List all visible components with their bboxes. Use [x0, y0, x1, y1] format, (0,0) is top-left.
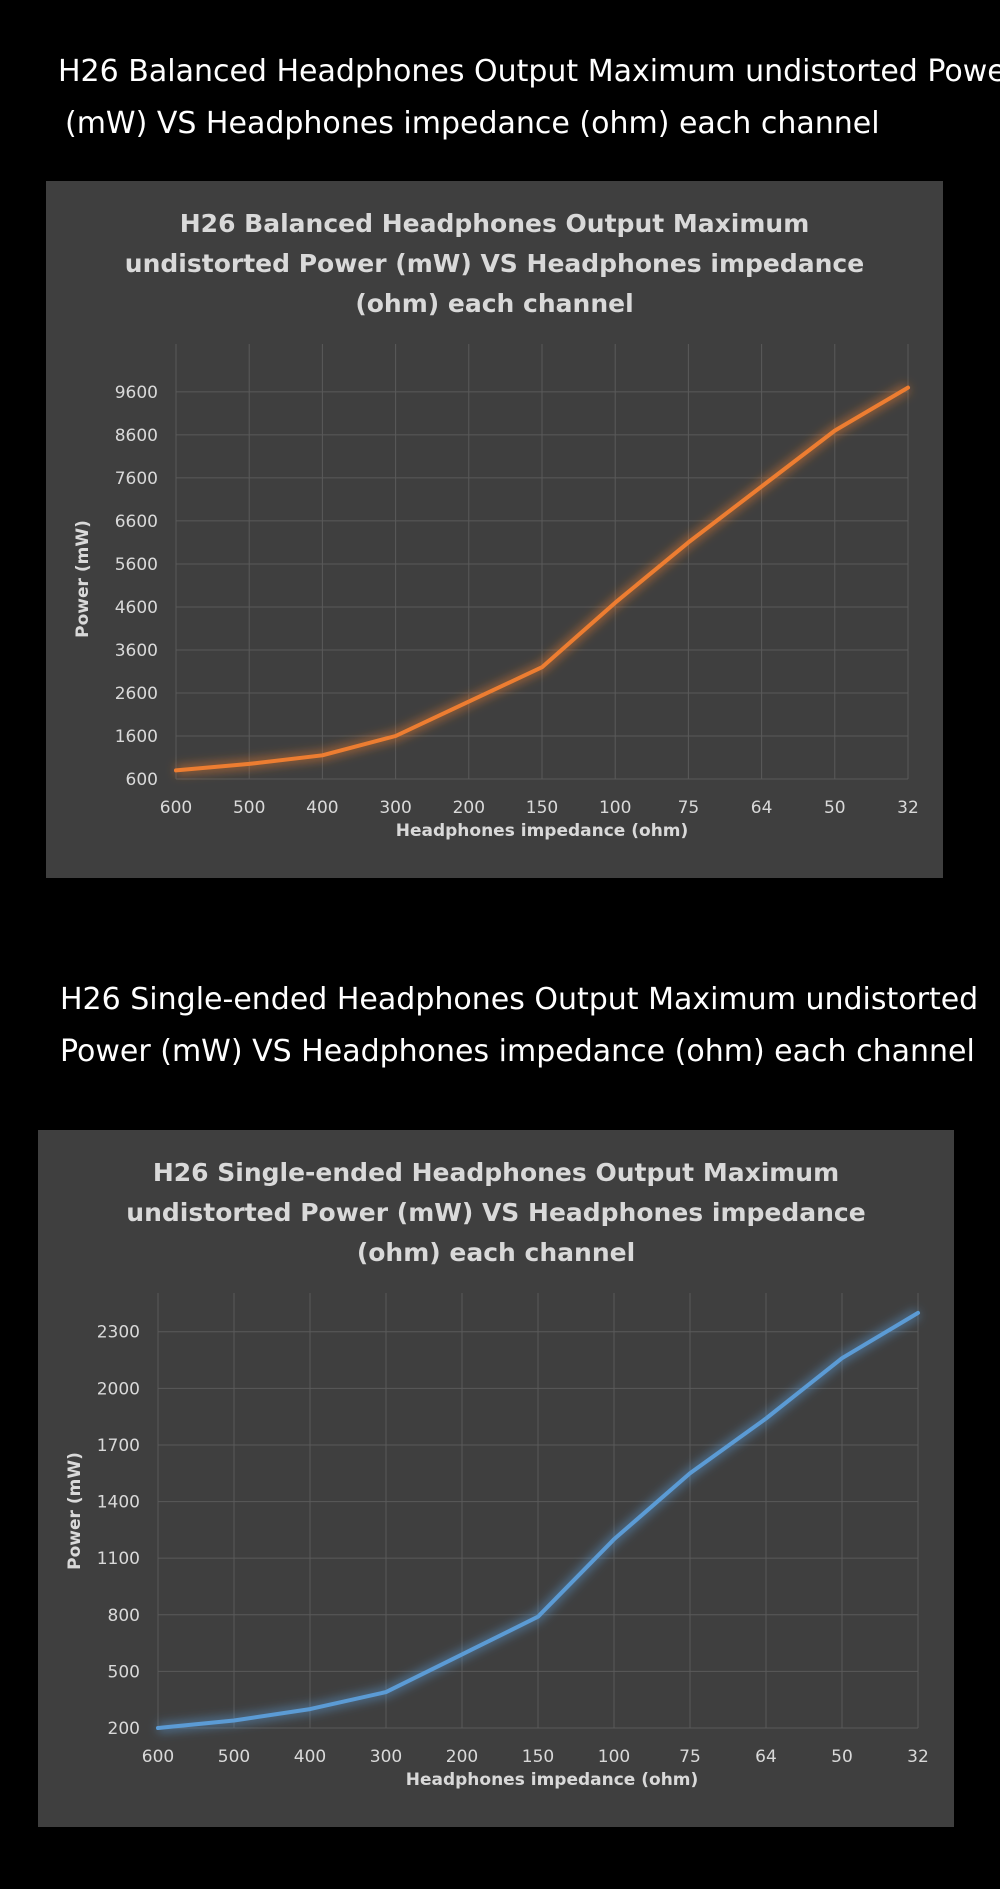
- data-point: [916, 1311, 920, 1315]
- chart-title-line: H26 Single-ended Headphones Output Maxim…: [152, 1158, 840, 1187]
- y-tick-label: 2600: [115, 684, 158, 704]
- x-tick-label: 300: [370, 1747, 402, 1767]
- heading-line: Power (mW) VS Headphones impedance (ohm)…: [60, 1034, 975, 1069]
- data-point: [247, 762, 251, 766]
- data-point: [613, 601, 617, 605]
- data-point: [688, 1471, 692, 1475]
- y-tick-label: 200: [108, 1719, 140, 1739]
- x-tick-label: 75: [679, 1747, 701, 1767]
- single-ended-plot-area: 200 500 800 1100 1400 1700 2000 2300 600 500 400 30…: [65, 1293, 929, 1790]
- y-tick-label: 1400: [97, 1493, 140, 1513]
- y-tick-label: 2300: [97, 1323, 140, 1343]
- data-point: [467, 700, 471, 704]
- x-tick-label: 500: [233, 798, 265, 818]
- y-tick-label: 4600: [115, 598, 158, 618]
- balanced-section-heading: H26 Balanced Headphones Output Maximum u…: [58, 46, 1000, 150]
- y-tick-label: 9600: [115, 383, 158, 403]
- balanced-power-chart: H26 Balanced Headphones Output Maximum u…: [46, 181, 943, 878]
- data-point: [833, 429, 837, 433]
- data-point: [536, 1615, 540, 1619]
- x-tick-label: 64: [751, 798, 773, 818]
- x-tick-label: 150: [526, 798, 558, 818]
- x-tick-label: 500: [218, 1747, 250, 1767]
- heading-line: H26 Balanced Headphones Output Maximum u…: [58, 54, 1000, 89]
- y-tick-label: 2000: [97, 1379, 140, 1399]
- data-point: [764, 1417, 768, 1421]
- x-tick-label: 400: [294, 1747, 326, 1767]
- y-axis-title: Power (mW): [73, 520, 93, 638]
- y-tick-label: 5600: [115, 555, 158, 575]
- y-tick-label: 3600: [115, 641, 158, 661]
- chart-title: H26 Single-ended Headphones Output Maxim…: [38, 1153, 954, 1273]
- data-point: [686, 540, 690, 544]
- series-line: [156, 1310, 920, 1730]
- y-axis-title: Power (mW): [65, 1452, 85, 1570]
- x-axis-title: Headphones impedance (ohm): [396, 821, 689, 841]
- data-point: [232, 1718, 236, 1722]
- single-ended-section-heading: H26 Single-ended Headphones Output Maxim…: [60, 974, 980, 1078]
- series-line: [174, 385, 910, 773]
- data-point: [156, 1726, 160, 1730]
- y-tick-label: 1600: [115, 727, 158, 747]
- x-tick-label: 200: [446, 1747, 478, 1767]
- chart-title-line: undistorted Power (mW) VS Headphones imp…: [126, 1198, 866, 1227]
- x-tick-label: 600: [160, 798, 192, 818]
- data-point: [760, 485, 764, 489]
- y-tick-label: 1100: [97, 1549, 140, 1569]
- chart-title: H26 Balanced Headphones Output Maximum u…: [46, 204, 943, 324]
- data-point: [384, 1690, 388, 1694]
- data-point: [460, 1652, 464, 1656]
- data-point: [840, 1356, 844, 1360]
- balanced-plot-area: 600 1600 2600 3600 4600 5600 6600 7600 8600 9600 6…: [73, 344, 919, 841]
- x-tick-label: 300: [379, 798, 411, 818]
- x-tick-label: 100: [599, 798, 631, 818]
- y-tick-label: 7600: [115, 469, 158, 489]
- y-tick-label: 800: [108, 1606, 140, 1626]
- data-point: [612, 1537, 616, 1541]
- x-tick-label: 600: [142, 1747, 174, 1767]
- data-point: [394, 734, 398, 738]
- x-tick-label: 32: [907, 1747, 929, 1767]
- x-tick-label: 200: [453, 798, 485, 818]
- heading-line: (mW) VS Headphones impedance (ohm) each …: [65, 106, 880, 141]
- y-tick-label: 500: [108, 1662, 140, 1682]
- data-point: [308, 1707, 312, 1711]
- data-point: [540, 665, 544, 669]
- x-tick-label: 400: [306, 798, 338, 818]
- y-tick-label: 1700: [97, 1436, 140, 1456]
- data-point: [320, 753, 324, 757]
- y-tick-label: 8600: [115, 426, 158, 446]
- x-tick-label: 50: [831, 1747, 853, 1767]
- heading-line: H26 Single-ended Headphones Output Maxim…: [60, 982, 979, 1017]
- chart-title-line: (ohm) each channel: [355, 289, 634, 318]
- x-tick-label: 32: [897, 798, 919, 818]
- chart-title-line: H26 Balanced Headphones Output Maximum: [179, 209, 810, 238]
- x-axis-title: Headphones impedance (ohm): [406, 1770, 699, 1790]
- data-point: [174, 768, 178, 772]
- single-ended-power-chart: H26 Single-ended Headphones Output Maxim…: [38, 1130, 954, 1827]
- x-tick-label: 50: [824, 798, 846, 818]
- x-tick-label: 64: [755, 1747, 777, 1767]
- x-tick-label: 100: [598, 1747, 630, 1767]
- y-tick-label: 600: [126, 770, 158, 790]
- y-tick-label: 6600: [115, 512, 158, 532]
- chart-title-line: (ohm) each channel: [356, 1238, 636, 1267]
- data-point: [906, 386, 910, 390]
- chart-title-line: undistorted Power (mW) VS Headphones imp…: [124, 249, 865, 278]
- x-tick-label: 75: [678, 798, 700, 818]
- x-tick-label: 150: [522, 1747, 554, 1767]
